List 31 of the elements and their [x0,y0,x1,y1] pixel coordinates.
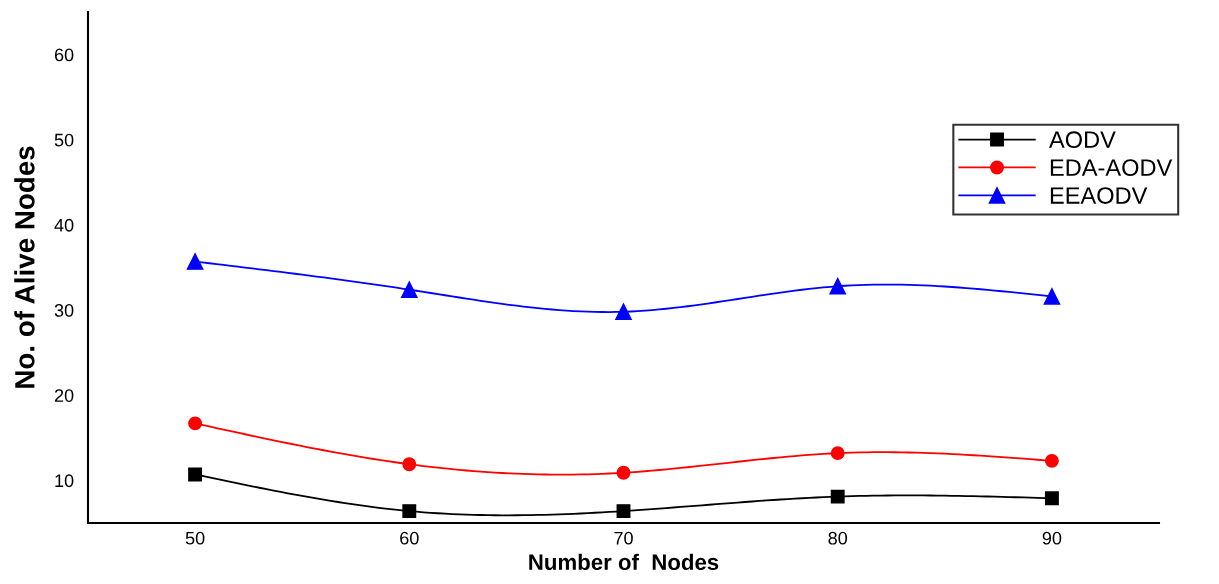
point [1044,453,1059,468]
point [830,446,845,461]
y-tick-label: 10 [55,474,74,488]
x-tick-label: 50 [185,531,205,545]
point [616,504,631,519]
x-tick-label: 70 [614,531,633,545]
legend-label: EEAODV [1050,187,1148,204]
point [186,253,204,270]
point [1043,288,1061,305]
y-tick-label: 30 [54,304,74,317]
point [829,277,847,295]
point [830,489,845,504]
y-tick-label: 50 [54,133,74,147]
x-axis-title: Number of Nodes [529,553,719,571]
x-tick-label: 60 [400,531,419,545]
y-tick-label: 20 [54,389,74,402]
y-tick-label: 60 [54,48,74,62]
point [615,303,632,321]
point [402,504,417,519]
point [402,457,417,472]
legend-label: AODV [1049,131,1116,149]
point [188,416,203,431]
point [1044,491,1059,506]
y-axis-title: No. of Alive Nodes [14,146,35,388]
legend-label: EDA-AODV [1050,159,1173,176]
point [400,281,418,298]
x-tick-label: 90 [1042,531,1062,545]
y-tick-label: 40 [54,218,74,232]
point [616,465,631,480]
x-tick-label: 80 [828,531,848,545]
point [188,467,203,482]
